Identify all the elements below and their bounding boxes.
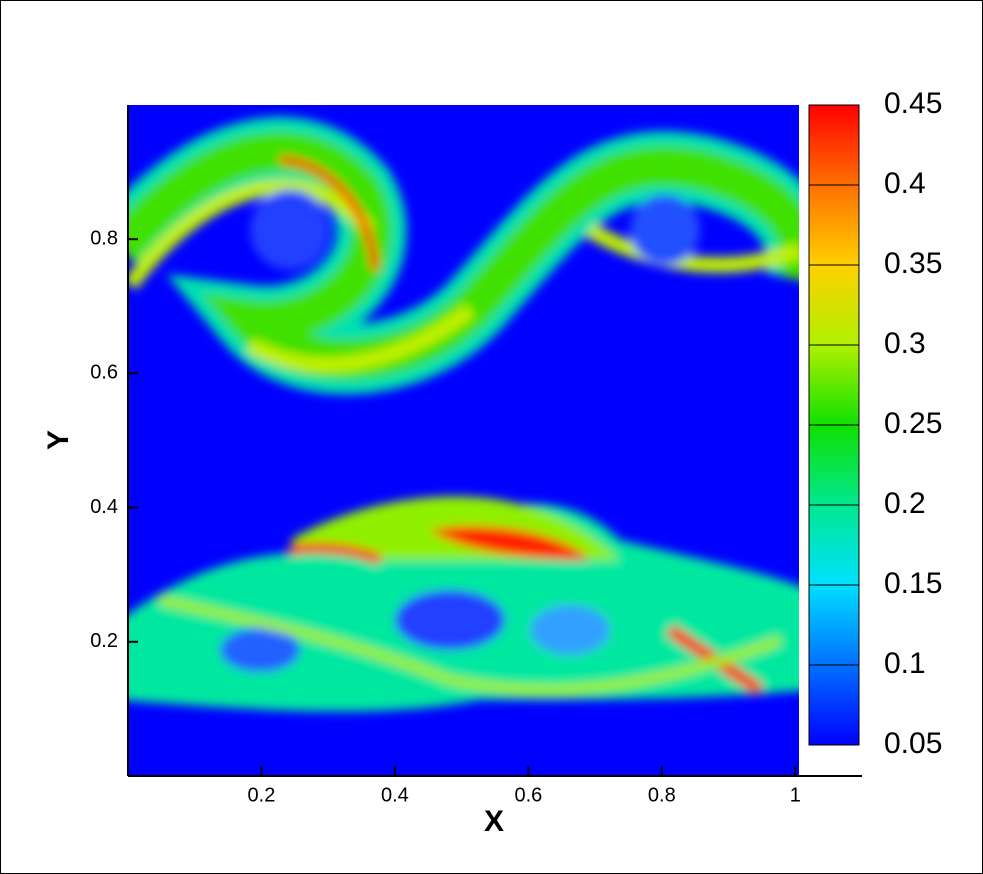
x-tick-label: 1 (790, 784, 801, 806)
y-tick-label: 0.8 (90, 227, 118, 249)
field-regions (128, 116, 799, 712)
x-axis-title: X (484, 805, 504, 838)
x-tick-label: 0.8 (648, 784, 676, 806)
axes (127, 105, 862, 777)
colorbar-tick-label: 0.1 (884, 647, 926, 680)
colorbar-tick-label: 0.25 (884, 407, 942, 440)
y-axis-title: Y (42, 430, 75, 450)
colorbar-tick-label: 0.15 (884, 567, 942, 600)
y-tick-label: 0.6 (90, 362, 118, 384)
colorbar-tick-label: 0.35 (884, 247, 942, 280)
y-tick-label: 0.2 (90, 630, 118, 652)
colorbar-tick-label: 0.2 (884, 487, 926, 520)
y-tick-label: 0.4 (90, 496, 118, 518)
colorbar-tick-label: 0.3 (884, 327, 926, 360)
colorbar-tick-label: 0.05 (884, 727, 942, 760)
x-tick-label: 0.6 (514, 784, 542, 806)
colorbar-tick-label: 0.4 (884, 167, 926, 200)
x-tick-label: 0.4 (381, 784, 409, 806)
field (128, 105, 799, 776)
x-tick-label: 0.2 (248, 784, 276, 806)
colorbar-tick-label: 0.45 (884, 87, 942, 120)
